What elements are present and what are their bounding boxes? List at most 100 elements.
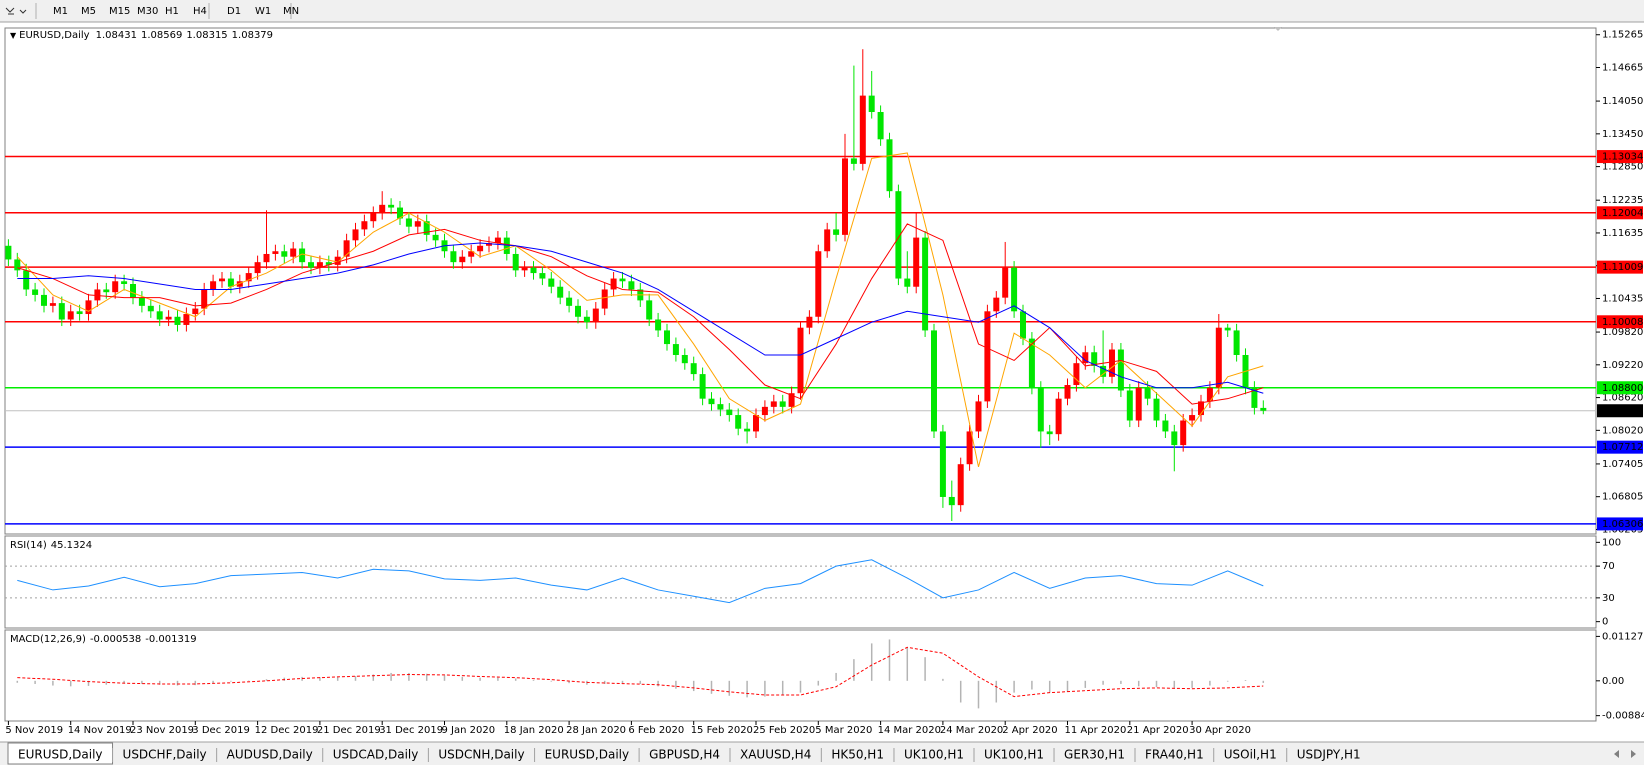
signal-line [17, 646, 1264, 698]
tool-dropdown[interactable] [19, 9, 27, 14]
level-label: 1.08800 [1602, 383, 1643, 394]
y-tick-label: 70 [1602, 561, 1615, 572]
chart-tab[interactable]: UK100,H1 [904, 748, 964, 762]
candle-body [290, 248, 297, 257]
chart-tab[interactable]: UK100,H1 [984, 748, 1044, 762]
x-tick-label: 15 Feb 2020 [691, 725, 753, 736]
timeframe-button[interactable]: M1 [53, 6, 68, 17]
candle-body [121, 281, 128, 285]
timeframe-button[interactable]: H1 [165, 6, 179, 17]
y-tick-label: 0 [1602, 617, 1608, 628]
timeframe-buttons: M1 M5 M15 M30 H1 H4 D1 W1 MN [53, 6, 299, 17]
header-close: 1.08379 [232, 30, 273, 41]
level-label-box [1597, 260, 1643, 274]
level-label: 1.13034 [1602, 152, 1643, 163]
candle-body [1046, 431, 1053, 435]
chart-tab[interactable]: USDJPY,H1 [1297, 748, 1361, 762]
chart-tab[interactable]: USDCNH,Daily [438, 748, 524, 762]
y-tick-label: 30 [1602, 593, 1615, 604]
x-tick-label: 25 Feb 2020 [753, 725, 815, 736]
chart-tab[interactable]: USDCAD,Daily [333, 748, 419, 762]
candle-body [1260, 407, 1267, 411]
candle-body [708, 398, 715, 405]
timeframe-button[interactable]: H4 [193, 6, 207, 17]
candle-body [753, 415, 759, 432]
chart-tab[interactable]: AUDUSD,Daily [227, 748, 313, 762]
chart-tab[interactable]: EURUSD,Daily [18, 748, 103, 762]
y-tick-label: 1.15265 [1602, 30, 1643, 41]
level-label-box [1597, 440, 1643, 454]
rsi-value: 45.1324 [51, 540, 92, 551]
candle-body [530, 267, 537, 274]
x-tick-label: 11 Apr 2020 [1065, 725, 1127, 736]
candle-body [690, 363, 697, 375]
chart-tab[interactable]: FRA40,H1 [1145, 748, 1204, 762]
candle-body [797, 327, 804, 394]
chart-tab[interactable]: USDCHF,Daily [123, 748, 207, 762]
timeframe-button[interactable]: M15 [109, 6, 130, 17]
candle-body [592, 308, 599, 323]
candle-body [1162, 420, 1169, 432]
timeframe-button[interactable]: D1 [227, 6, 241, 17]
candle-body [539, 273, 546, 279]
candle-body [672, 344, 679, 355]
candle-body [664, 330, 670, 345]
candle-body [370, 213, 377, 222]
candle-body [824, 229, 831, 252]
tab-bar [0, 742, 1644, 765]
tool-icon[interactable] [5, 7, 15, 15]
tab-scroll-left[interactable] [1614, 750, 1619, 758]
candle-body [450, 251, 457, 263]
chart-tab[interactable]: HK50,H1 [831, 748, 884, 762]
x-tick-label: 14 Nov 2019 [68, 725, 132, 736]
toolbar [0, 0, 1644, 22]
candle-body [468, 251, 475, 257]
macd-header: MACD(12,26,9) -0.000538 -0.001319 [10, 634, 197, 645]
candle-body [735, 415, 742, 429]
y-tick-label: 1.12235 [1602, 195, 1643, 206]
current-price-label: 1.08379 [1602, 406, 1643, 417]
chart-tab[interactable]: GBPUSD,H4 [649, 748, 720, 762]
candle-body [343, 240, 350, 257]
candle-body [1109, 349, 1115, 377]
timeframe-button[interactable]: MN [283, 6, 299, 17]
y-tick-label: 1.09220 [1602, 360, 1643, 371]
x-tick-label: 21 Dec 2019 [317, 725, 381, 736]
timeframe-button[interactable]: M5 [81, 6, 96, 17]
candle-body [1073, 363, 1080, 386]
chart-tab[interactable]: XAUUSD,H4 [740, 748, 811, 762]
candle-body [583, 316, 590, 323]
y-tick-label: 1.07405 [1602, 459, 1643, 470]
candle-body [601, 289, 608, 309]
macd-title: MACD(12,26,9) [10, 634, 86, 645]
x-tick-label: 9 Jan 2020 [442, 725, 496, 736]
candle-body [236, 281, 243, 287]
candle-body [486, 243, 492, 246]
candle-body [948, 496, 955, 506]
current-price-box [1597, 404, 1643, 418]
chart-tab[interactable]: GER30,H1 [1064, 748, 1125, 762]
candle-body [548, 278, 555, 287]
candle-body [76, 311, 83, 315]
candle-body [913, 237, 920, 287]
candle-body [1171, 431, 1178, 446]
candle-body [67, 311, 74, 320]
timeframe-button[interactable]: W1 [255, 6, 271, 17]
chart-tab[interactable]: USOil,H1 [1224, 748, 1277, 762]
candle-body [361, 221, 368, 230]
candle-body [681, 354, 688, 364]
chart-tabs: EURUSD,Daily USDCHF,Daily AUDUSD,Daily USDC… [7, 742, 1361, 765]
y-tick-label: 1.12850 [1602, 162, 1643, 173]
chart-tab[interactable]: EURUSD,Daily [545, 748, 630, 762]
indicator-line [17, 559, 1264, 604]
timeframe-button[interactable]: M30 [137, 6, 158, 17]
candle-body [1206, 387, 1213, 402]
x-tick-label: 31 Dec 2019 [379, 725, 443, 736]
level-label: 1.10008 [1602, 317, 1643, 328]
candle-body [966, 431, 973, 465]
collapse-arrow[interactable]: ▼ [10, 31, 17, 40]
candle-body [628, 281, 635, 290]
tab-scroll-right[interactable] [1631, 750, 1636, 758]
